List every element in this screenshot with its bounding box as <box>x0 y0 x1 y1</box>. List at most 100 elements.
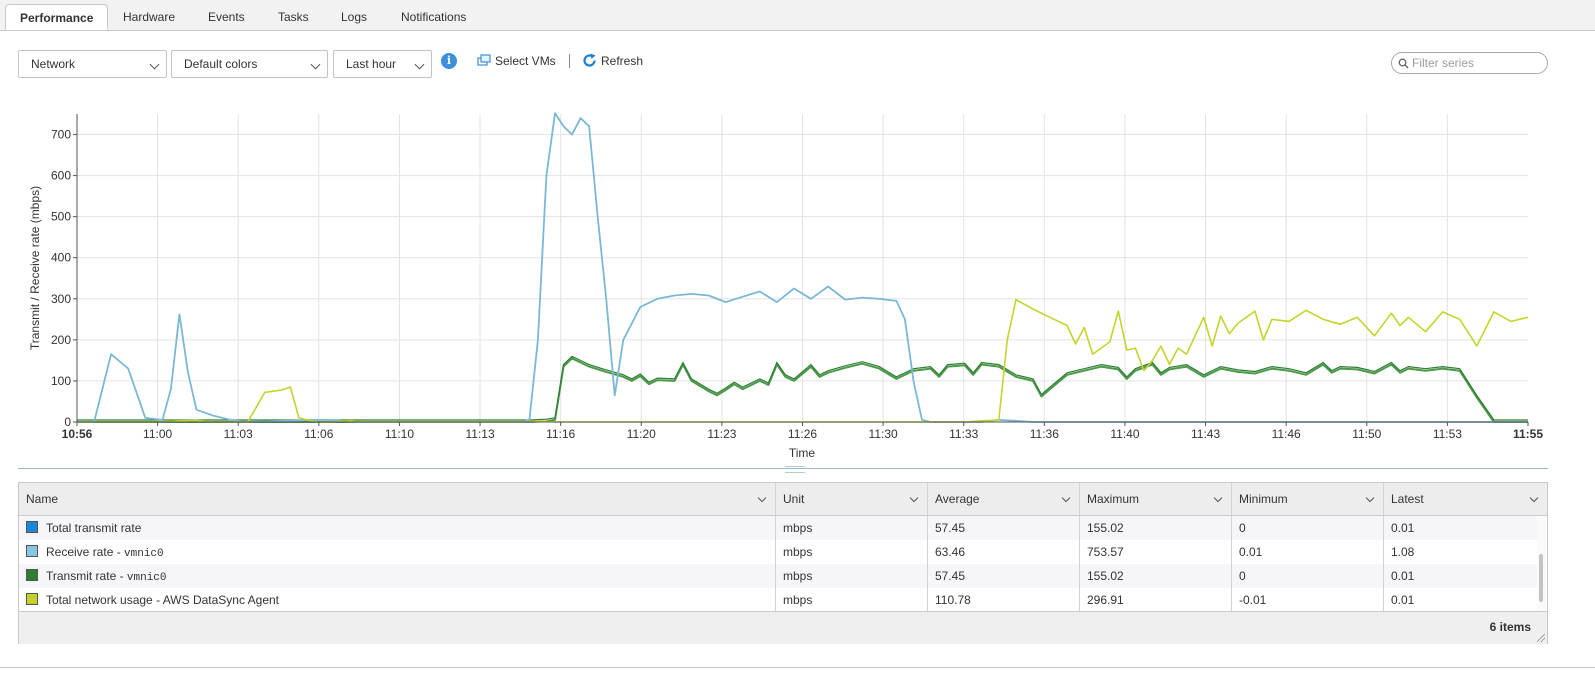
cell-average: 57.45 <box>928 564 1080 588</box>
series-name-device: vmnic0 <box>124 548 164 560</box>
chevron-down-icon <box>757 493 767 503</box>
cell-average: 57.45 <box>928 516 1080 540</box>
filter-series-field[interactable] <box>1391 52 1548 74</box>
y-tick-label: 100 <box>51 374 71 388</box>
tab-bar: Performance Hardware Events Tasks Logs N… <box>0 0 1595 31</box>
cell-maximum: 296.91 <box>1080 588 1232 612</box>
chevron-down-icon <box>1213 493 1223 503</box>
chevron-down-icon <box>1365 493 1375 503</box>
series-name-device: vmnic0 <box>126 572 167 584</box>
chart-gridlines <box>77 114 1528 422</box>
column-header-name[interactable]: Name <box>19 483 776 515</box>
column-header-latest[interactable]: Latest <box>1384 483 1547 515</box>
splitter-grip-icon[interactable] <box>785 466 805 473</box>
table-row[interactable]: Transmit rate - vmnic0 mbps 57.45 155.02… <box>19 564 1537 588</box>
series-name: Transmit rate - <box>46 569 127 583</box>
tab-notifications[interactable]: Notifications <box>401 10 467 24</box>
colors-dropdown[interactable]: Default colors <box>171 50 328 78</box>
cell-name: Total network usage - AWS DataSync Agent <box>19 588 776 612</box>
cell-name: Total transmit rate <box>19 516 776 540</box>
y-tick-label: 0 <box>64 415 71 429</box>
chevron-down-icon <box>149 59 160 70</box>
column-header-maximum[interactable]: Maximum <box>1080 483 1232 515</box>
filter-series-input[interactable] <box>1412 55 1540 71</box>
info-icon[interactable]: i <box>441 53 457 69</box>
metric-value: Network <box>31 57 76 71</box>
tab-events[interactable]: Events <box>208 10 245 24</box>
x-tick-label: 11:26 <box>788 427 817 441</box>
select-vms-button[interactable]: Select VMs <box>477 52 556 70</box>
x-tick-label: 11:16 <box>546 427 575 441</box>
x-tick-label: 11:03 <box>224 427 253 441</box>
series-line <box>77 357 1528 423</box>
select-vms-icon <box>477 54 491 66</box>
range-dropdown[interactable]: Last hour <box>333 50 432 78</box>
column-header-label: Unit <box>783 492 805 506</box>
table-row[interactable]: Total network usage - AWS DataSync Agent… <box>19 588 1537 612</box>
panel-bottom-border <box>0 667 1595 668</box>
y-tick-label: 600 <box>51 169 71 183</box>
x-tick-label: 11:40 <box>1110 427 1139 441</box>
series-line-overlay <box>77 355 1528 421</box>
cell-minimum: 0.01 <box>1232 540 1384 564</box>
x-tick-label: 11:53 <box>1433 427 1462 441</box>
tab-logs[interactable]: Logs <box>341 10 368 24</box>
grid-footer: 6 items <box>19 611 1547 644</box>
x-tick-label: 11:33 <box>949 427 978 441</box>
search-icon <box>1398 58 1409 69</box>
cell-latest: 0.01 <box>1391 521 1415 535</box>
y-tick-labels: 0 100 200 300 400 500 600 700 <box>51 128 77 429</box>
x-axis-label: Time <box>789 446 816 460</box>
grid-header: Name Unit Average Maximum Minimum Latest <box>19 483 1547 516</box>
x-tick-labels: 10:56 11:00 11:03 11:06 11:10 11:13 11:16 11:20… <box>62 422 1543 441</box>
tab-tasks[interactable]: Tasks <box>278 10 309 24</box>
y-tick-label: 500 <box>51 210 71 224</box>
y-axis-label: Transmit / Receive rate (mbps) <box>28 186 42 350</box>
series-name: Receive rate - <box>46 545 125 559</box>
resize-handle-icon[interactable] <box>1537 634 1545 642</box>
column-header-average[interactable]: Average <box>928 483 1080 515</box>
cell-unit: mbps <box>776 516 928 540</box>
tab-performance[interactable]: Performance <box>5 4 109 30</box>
grid-scrollbar[interactable] <box>1537 516 1546 611</box>
series-line <box>77 112 1528 423</box>
x-tick-label: 11:36 <box>1030 427 1059 441</box>
x-tick-label: 11:43 <box>1191 427 1220 441</box>
cell-latest: 1.08 <box>1391 545 1415 559</box>
series-grid: Name Unit Average Maximum Minimum Latest… <box>18 482 1548 644</box>
cell-minimum: 0 <box>1232 564 1384 588</box>
x-tick-label: 11:00 <box>143 427 172 441</box>
series-color-swatch <box>26 521 38 533</box>
cell-latest: 0.01 <box>1391 569 1415 583</box>
column-header-minimum[interactable]: Minimum <box>1232 483 1384 515</box>
chevron-down-icon <box>909 493 919 503</box>
x-tick-label: 11:20 <box>627 427 656 441</box>
cell-unit: mbps <box>776 588 928 612</box>
column-header-label: Name <box>26 492 59 506</box>
chevron-down-icon <box>310 59 321 70</box>
x-tick-label: 11:13 <box>465 427 494 441</box>
metric-dropdown[interactable]: Network <box>18 50 167 78</box>
series-color-swatch <box>26 593 38 605</box>
table-row[interactable]: Receive rate - vmnic0 mbps 63.46 753.57 … <box>19 540 1537 564</box>
series-name: Total network usage - AWS DataSync Agent <box>46 593 280 607</box>
series-color-swatch <box>26 545 38 557</box>
y-tick-label: 200 <box>51 333 71 347</box>
x-tick-label: 11:06 <box>304 427 333 441</box>
tab-hardware[interactable]: Hardware <box>123 10 176 24</box>
cell-minimum: -0.01 <box>1232 588 1384 612</box>
cell-maximum: 155.02 <box>1080 516 1232 540</box>
panel-splitter[interactable] <box>18 468 1548 469</box>
cell-unit: mbps <box>776 540 928 564</box>
x-tick-label: 11:23 <box>707 427 736 441</box>
y-tick-label: 700 <box>51 128 71 142</box>
cell-latest: 0.01 <box>1391 593 1415 607</box>
item-count: 6 items <box>1489 620 1531 634</box>
table-row[interactable]: Total transmit rate mbps 57.45 155.02 0 … <box>19 516 1537 540</box>
refresh-icon <box>583 53 596 67</box>
chevron-down-icon <box>1061 493 1071 503</box>
refresh-button[interactable]: Refresh <box>582 52 643 70</box>
column-header-unit[interactable]: Unit <box>776 483 928 515</box>
cell-average: 63.46 <box>928 540 1080 564</box>
scrollbar-thumb[interactable] <box>1539 554 1543 602</box>
